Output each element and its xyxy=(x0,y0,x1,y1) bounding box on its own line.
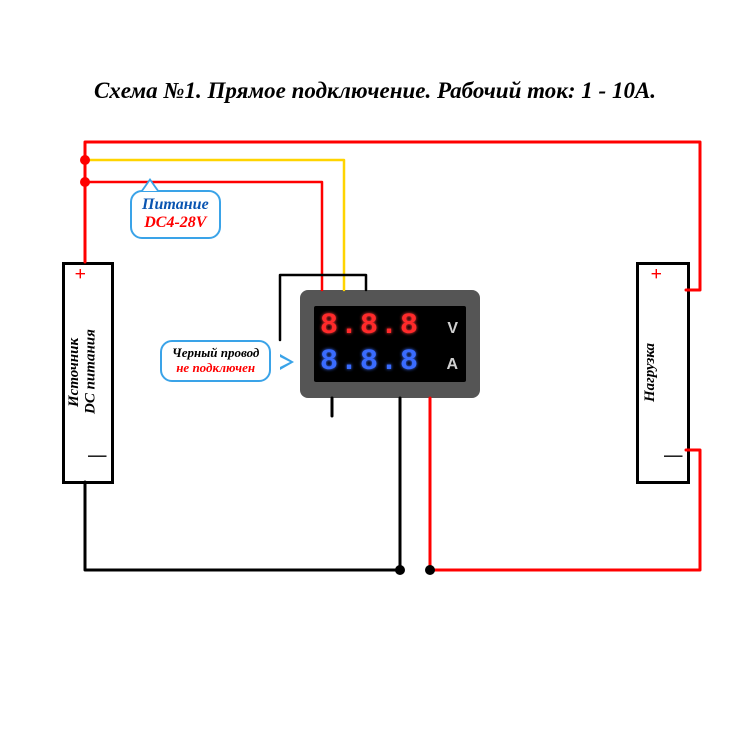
black-callout-l2: не подключен xyxy=(172,361,259,376)
power-callout-l1: Питание xyxy=(142,196,209,214)
amperage-unit: A xyxy=(446,356,460,374)
psu-line2: DC питания xyxy=(83,330,99,415)
load-minus: | xyxy=(661,454,684,458)
power-callout: Питание DC4-28V xyxy=(130,190,221,239)
load-label: Нагрузка xyxy=(642,270,680,474)
volt-amp-meter: 8.8.8 V 8.8.8 A xyxy=(300,290,480,398)
black-callout-tail xyxy=(280,354,294,370)
diagram-title: Схема №1. Прямое подключение. Рабочий то… xyxy=(0,78,750,104)
power-supply-label: Источник DC питания xyxy=(66,270,104,474)
load-plus: + xyxy=(646,268,669,279)
psu-minus: | xyxy=(85,454,108,458)
psu-plus: + xyxy=(70,268,93,279)
amperage-row: 8.8.8 A xyxy=(320,345,460,379)
black-wire-callout: Черный провод не подключен xyxy=(160,340,271,382)
amperage-digits: 8.8.8 xyxy=(320,345,420,379)
voltage-unit: V xyxy=(447,320,460,338)
voltage-row: 8.8.8 V xyxy=(320,309,460,343)
black-callout-l1: Черный провод xyxy=(172,346,259,361)
meter-screen: 8.8.8 V 8.8.8 A xyxy=(314,306,466,382)
power-callout-tail xyxy=(140,178,160,192)
voltage-digits: 8.8.8 xyxy=(320,309,420,343)
power-callout-l2: DC4-28V xyxy=(142,214,209,232)
psu-line1: Источник xyxy=(66,337,82,406)
